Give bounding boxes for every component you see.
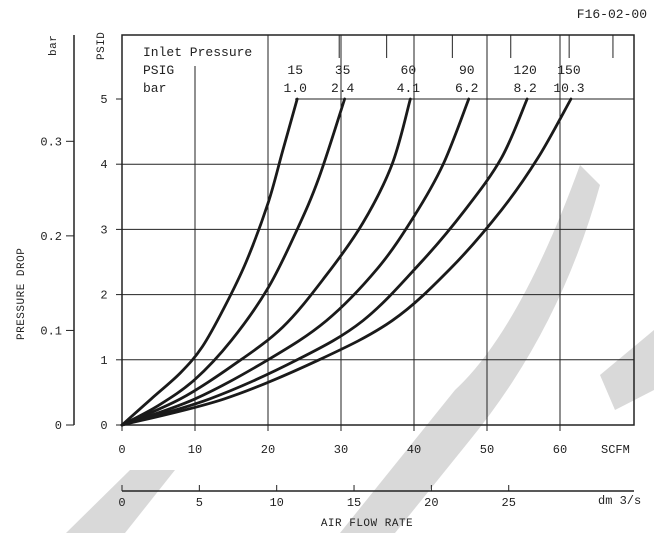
- y-axis-title: PRESSURE DROP: [16, 248, 28, 340]
- legend-psig-label: PSIG: [143, 63, 174, 78]
- series-curve-150: [120, 97, 573, 427]
- series-label-psig: 150: [557, 63, 580, 78]
- x-tick-label: 40: [407, 443, 421, 457]
- y-tick-label: 4: [100, 158, 107, 172]
- figure-code: F16-02-00: [577, 7, 647, 22]
- bar-axis-ticks: 0 0.1 0.2 0.3: [40, 135, 74, 433]
- plot-frame: [121, 34, 635, 426]
- metric-tick-label: 25: [502, 496, 516, 510]
- x-unit-scfm: SCFM: [601, 443, 630, 457]
- series-curve-120: [120, 97, 529, 427]
- series-curve-15: [120, 97, 299, 427]
- metric-tick-label: 15: [347, 496, 361, 510]
- y-tick-label: 1: [100, 354, 107, 368]
- series-label-bar: 8.2: [513, 81, 536, 96]
- x-tick-label: 20: [261, 443, 275, 457]
- bar-tick-label: 0: [55, 419, 62, 433]
- metric-tick-label: 5: [196, 496, 203, 510]
- series-curve-35: [120, 97, 347, 427]
- series-label-bar: 10.3: [553, 81, 584, 96]
- x-unit-metric: dm 3/s: [598, 494, 641, 508]
- metric-tick-label: 0: [118, 496, 125, 510]
- x-tick-label: 10: [188, 443, 202, 457]
- x-tick-label: 60: [553, 443, 567, 457]
- series-label-bar: 4.1: [397, 81, 421, 96]
- series-labels: 15 1.0 35 2.4 60 4.1 90 6.2 120 8.2 150 10.3: [194, 35, 614, 96]
- y-tick-label: 3: [100, 223, 107, 237]
- series-label-psig: 15: [287, 63, 303, 78]
- series-label-psig: 60: [401, 63, 417, 78]
- watermark-stroke-b: [340, 165, 600, 533]
- series-label-bar: 1.0: [283, 81, 306, 96]
- metric-tick-label: 20: [424, 496, 438, 510]
- x-tick-labels: 0 10 20 30 40 50 60: [118, 443, 567, 457]
- y-tick-labels: 0 1 2 3 4 5: [100, 93, 107, 433]
- series-label-bar: 6.2: [455, 81, 478, 96]
- bar-tick-label: 0.1: [40, 324, 62, 338]
- grid: [116, 35, 634, 431]
- series-curves: [120, 97, 573, 427]
- x-tick-label: 30: [334, 443, 348, 457]
- bar-tick-label: 0.3: [40, 135, 62, 149]
- series-label-psig: 90: [459, 63, 475, 78]
- series-curve-60: [120, 97, 412, 427]
- legend-bar-label: bar: [143, 81, 166, 96]
- watermark-stroke-a: [66, 470, 175, 533]
- series-label-psig: 35: [335, 63, 351, 78]
- watermark-stroke-c: [600, 330, 654, 410]
- x-unit-metric-text: dm 3/s: [598, 494, 641, 508]
- metric-axis-ticks: 0 5 10 15 20 25: [118, 485, 516, 510]
- x-tick-label: 0: [118, 443, 125, 457]
- series-label-psig: 120: [513, 63, 536, 78]
- x-tick-label: 50: [480, 443, 494, 457]
- y-tick-label: 0: [100, 419, 107, 433]
- bar-tick-label: 0.2: [40, 230, 62, 244]
- x-axis-title: AIR FLOW RATE: [321, 518, 413, 530]
- y-tick-label: 2: [100, 289, 107, 303]
- legend-title: Inlet Pressure: [143, 45, 252, 60]
- series-curve-90: [120, 97, 471, 427]
- y-tick-label: 5: [100, 93, 107, 107]
- y-unit-psid: PSID: [96, 32, 108, 60]
- series-label-bar: 2.4: [331, 81, 355, 96]
- watermark-shape: [66, 165, 654, 533]
- y-unit-bar: bar: [48, 35, 60, 56]
- metric-tick-label: 10: [269, 496, 283, 510]
